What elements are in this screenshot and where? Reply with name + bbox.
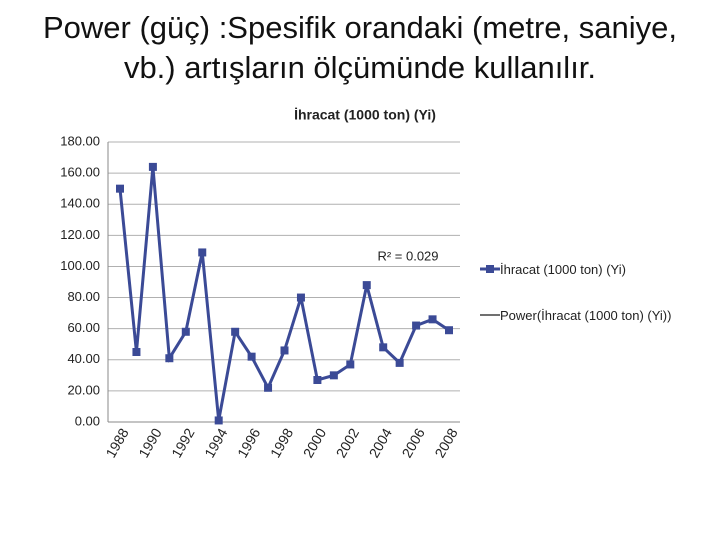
y-tick-label: 40.00 bbox=[67, 351, 100, 366]
annotation: R² = 0.029 bbox=[377, 248, 438, 263]
y-tick-label: 100.00 bbox=[60, 258, 100, 273]
data-point bbox=[181, 327, 190, 336]
chart-title: İhracat (1000 ton) (Yi) bbox=[294, 107, 436, 123]
series-line bbox=[118, 166, 450, 421]
legend-label: İhracat (1000 ton) (Yi) bbox=[500, 262, 626, 277]
data-point bbox=[346, 360, 355, 369]
x-tick-label: 2004 bbox=[366, 425, 396, 460]
data-point bbox=[264, 383, 273, 392]
data-point bbox=[280, 346, 289, 355]
x-tick-label: 1994 bbox=[201, 425, 231, 460]
x-tick-label: 1988 bbox=[102, 425, 132, 460]
x-tick-label: 2000 bbox=[300, 425, 330, 460]
data-point bbox=[132, 348, 141, 356]
data-point bbox=[231, 327, 240, 336]
data-point bbox=[247, 352, 256, 361]
data-point bbox=[116, 184, 124, 193]
data-point bbox=[148, 162, 157, 171]
data-point bbox=[395, 358, 404, 367]
y-tick-label: 20.00 bbox=[67, 382, 100, 397]
y-tick-label: 120.00 bbox=[60, 227, 100, 242]
data-point bbox=[329, 371, 338, 380]
data-point bbox=[165, 354, 174, 363]
x-tick-label: 2008 bbox=[431, 425, 461, 460]
y-tick-label: 140.00 bbox=[60, 196, 100, 211]
slide-title: Power (güç) :Spesifik orandaki (metre, s… bbox=[42, 10, 678, 85]
data-point bbox=[313, 376, 322, 384]
data-point bbox=[296, 293, 305, 302]
y-tick-label: 60.00 bbox=[67, 320, 100, 335]
data-point bbox=[379, 343, 388, 352]
x-tick-label: 1992 bbox=[168, 425, 198, 460]
y-tick-label: 160.00 bbox=[60, 165, 100, 180]
data-point bbox=[214, 416, 223, 425]
y-tick-label: 180.00 bbox=[60, 133, 100, 148]
legend-label: Power(İhracat (1000 ton) (Yi)) bbox=[500, 308, 672, 323]
y-tick-label: 80.00 bbox=[67, 289, 100, 304]
data-point bbox=[412, 321, 421, 330]
y-tick-label: 0.00 bbox=[75, 413, 100, 428]
x-tick-label: 1996 bbox=[234, 425, 264, 460]
data-point bbox=[362, 281, 371, 290]
x-tick-label: 1990 bbox=[135, 425, 165, 460]
data-point bbox=[198, 248, 207, 257]
x-tick-label: 2002 bbox=[333, 425, 363, 460]
legend-swatch bbox=[486, 265, 494, 273]
data-point bbox=[428, 315, 437, 324]
data-point bbox=[445, 326, 453, 335]
x-tick-label: 1998 bbox=[267, 425, 297, 460]
x-tick-label: 2006 bbox=[398, 425, 428, 460]
